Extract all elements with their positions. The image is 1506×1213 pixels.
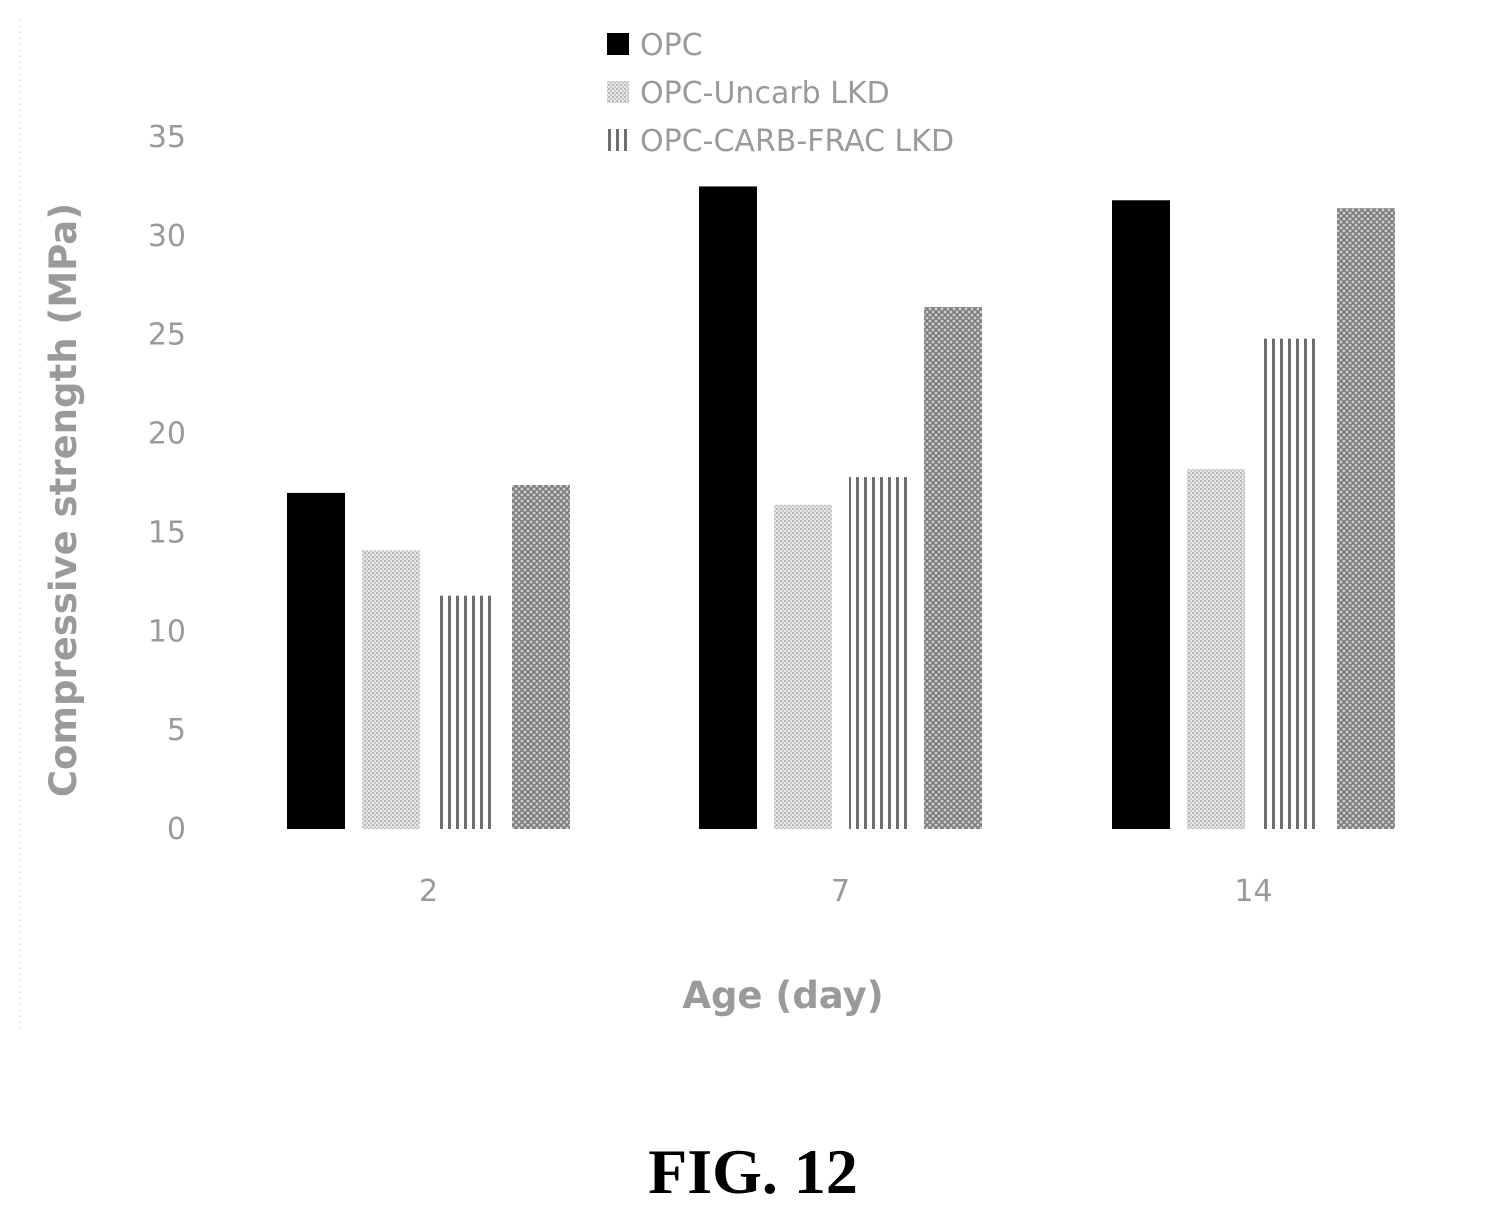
legend-label-uncarb: OPC-Uncarb LKD <box>640 76 890 111</box>
bars <box>287 186 1395 830</box>
legend-swatch-carb-frac <box>607 129 629 151</box>
bar-series-4-day-14 <box>1337 208 1395 830</box>
bar-series-3-day-14 <box>1262 338 1320 829</box>
x-tick-label: 2 <box>419 874 438 909</box>
legend-swatch-uncarb <box>607 81 629 103</box>
bar-series-1-day-2 <box>287 492 345 829</box>
y-axis-ticks: 0 5 10 15 20 25 30 35 <box>148 120 186 847</box>
y-tick-label: 20 <box>148 417 186 452</box>
x-tick-label: 7 <box>831 874 850 909</box>
y-tick-label: 30 <box>148 219 186 254</box>
bar-series-3-day-2 <box>437 595 495 829</box>
legend: OPC OPC-Uncarb LKD OPC-CARB-FRAC LKD <box>607 28 954 159</box>
y-tick-label: 5 <box>167 713 186 748</box>
y-tick-label: 0 <box>167 812 186 847</box>
bar-series-2-day-14 <box>1187 469 1245 829</box>
y-tick-label: 15 <box>148 515 186 550</box>
x-axis-title: Age (day) <box>682 974 883 1017</box>
y-axis-title: Compressive strength (MPa) <box>42 203 85 797</box>
legend-label-opc: OPC <box>640 28 703 63</box>
y-tick-label: 10 <box>148 614 186 649</box>
legend-label-carb-frac: OPC-CARB-FRAC LKD <box>640 124 954 159</box>
bar-series-3-day-7 <box>849 477 907 829</box>
x-tick-label: 14 <box>1234 874 1272 909</box>
bar-series-1-day-7 <box>699 186 757 829</box>
figure-caption: FIG. 12 <box>648 1136 858 1207</box>
y-tick-label: 35 <box>148 120 186 155</box>
x-axis-ticks: 2 7 14 <box>419 874 1273 909</box>
y-tick-label: 25 <box>148 318 186 353</box>
legend-swatch-opc <box>607 33 629 55</box>
bar-series-2-day-2 <box>362 550 420 829</box>
bar-series-4-day-2 <box>512 484 570 829</box>
bar-series-4-day-7 <box>924 307 982 829</box>
bar-series-1-day-14 <box>1112 200 1170 830</box>
bar-series-2-day-7 <box>774 504 832 829</box>
